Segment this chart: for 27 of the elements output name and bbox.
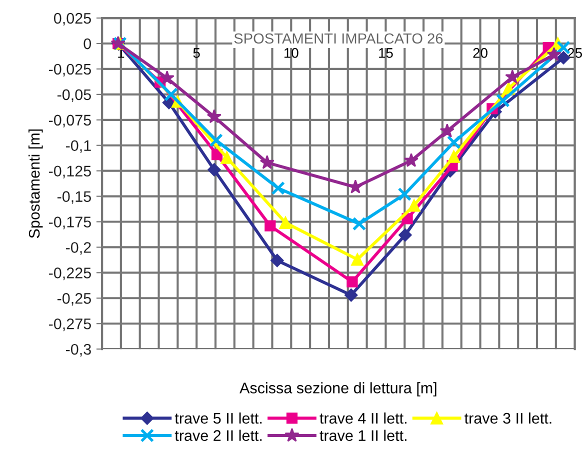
legend-label: trave 1 II lett. (320, 430, 406, 441)
y-tick-label: -0,05 (57, 89, 91, 102)
x-tick-label: 15 (379, 48, 393, 58)
y-tick-label: -0,1 (66, 140, 91, 153)
y-tick-label: -0,275 (48, 318, 91, 332)
x-tick-label: 10 (284, 48, 298, 58)
legend-label: trave 5 II lett. (174, 412, 262, 424)
y-tick-label: -0,225 (48, 268, 91, 280)
x-tick-label: 5 (193, 48, 200, 58)
y-tick-label: -0,025 (48, 64, 91, 76)
text: SPOSTAMENTI IMPALCATO 26 (234, 33, 443, 44)
x-axis-title: Ascissa sezione di lettura [m] (240, 382, 436, 396)
y-tick-label: -0,2 (66, 242, 91, 255)
legend-label: trave 4 II lett. (320, 412, 406, 424)
y-tick-label: -0,075 (48, 114, 91, 128)
y-tick-label: -0,3 (66, 344, 91, 357)
y-tick-label: -0,15 (57, 191, 91, 204)
y-tick-label: -0,175 (48, 216, 91, 230)
y-tick-label: 0 (84, 38, 92, 50)
y-tick-label: -0,25 (57, 293, 91, 306)
y-axis-title: Spostamenti [m] (28, 129, 43, 238)
x-tick-label: 20 (473, 48, 488, 58)
x-tick-label: 25 (568, 48, 582, 58)
legend-label: trave 3 II lett. (464, 412, 552, 424)
legend-label: trave 2 II lett. (174, 430, 262, 441)
y-tick-label: -0,125 (48, 166, 91, 178)
y-tick-label: 0,025 (54, 12, 91, 26)
